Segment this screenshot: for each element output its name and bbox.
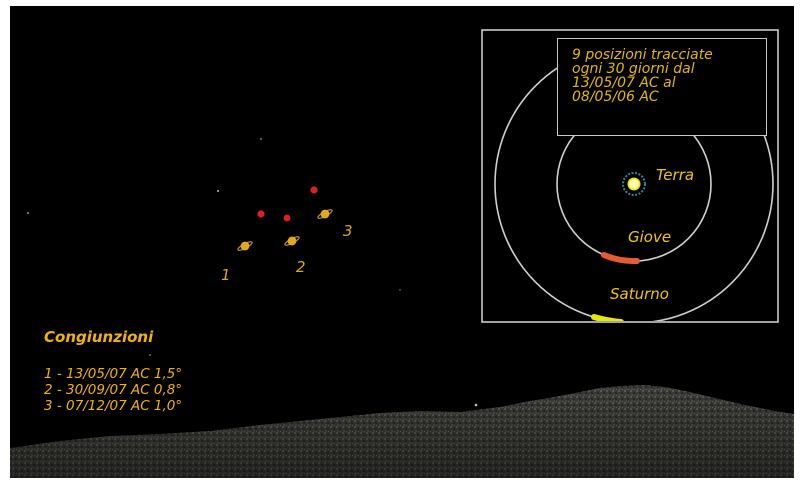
saturn-track [591, 314, 624, 321]
sun-icon [627, 177, 641, 191]
conjunction-item: 1 - 13/05/07 AC 1,5° [44, 366, 183, 382]
jupiter-track [601, 252, 640, 265]
saturn-positions [237, 209, 333, 251]
inset-note: 9 posizioni tracciate ogni 30 giorni dal… [557, 38, 767, 136]
inset-note-line: 08/05/06 AC [572, 89, 659, 105]
conjunction-marker-2: 2 [296, 258, 306, 276]
conjunction-item: 3 - 07/12/07 AC 1,0° [44, 398, 183, 414]
red-planet-dot [283, 214, 291, 222]
earth-label: Terra [656, 166, 695, 184]
red-planet-dot [257, 210, 265, 218]
conjunction-marker-3: 3 [343, 222, 353, 240]
saturn-icon [237, 241, 253, 251]
horizon-terrain [10, 385, 794, 478]
inset-note-line: 9 posizioni tracciate [572, 47, 713, 63]
red-planet-positions [257, 186, 318, 222]
conjunction-marker-1: 1 [221, 266, 231, 284]
saturn-icon [284, 236, 300, 246]
red-planet-dot [310, 186, 318, 194]
saturn-label: Saturno [610, 285, 669, 303]
conjunction-item: 2 - 30/09/07 AC 0,8° [44, 382, 183, 398]
inset-note-line: 13/05/07 AC al [572, 75, 676, 91]
jupiter-label: Giove [628, 228, 672, 246]
earth-halo [622, 172, 646, 196]
inset-note-line: ogni 30 giorni dal [572, 61, 695, 77]
conjunctions-title: Congiunzioni [44, 328, 154, 346]
saturn-icon [317, 209, 333, 219]
conjunctions-list: 1 - 13/05/07 AC 1,5° 2 - 30/09/07 AC 0,8… [44, 366, 182, 414]
